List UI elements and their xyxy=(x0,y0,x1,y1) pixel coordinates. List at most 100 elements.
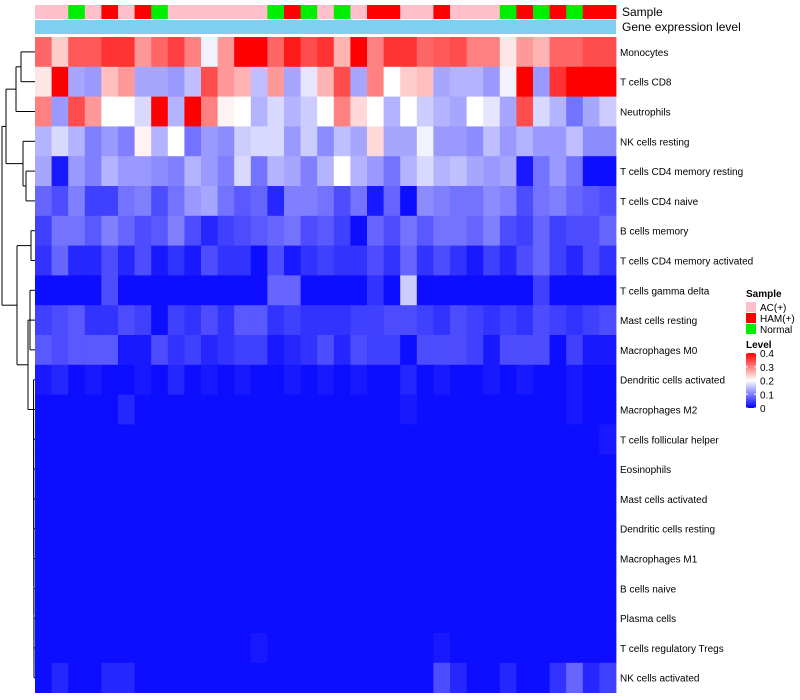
heatmap-cell xyxy=(184,216,201,246)
heatmap-cell xyxy=(566,186,583,216)
level-tick-label: 0.3 xyxy=(760,363,774,374)
heatmap-cell xyxy=(35,246,52,276)
heatmap-cell xyxy=(218,186,235,216)
heatmap-cell xyxy=(85,484,102,514)
heatmap-cell xyxy=(168,126,185,156)
heatmap-cell xyxy=(184,395,201,425)
heatmap-cell xyxy=(184,97,201,127)
heatmap-cell xyxy=(68,216,85,246)
row-label: B cells memory xyxy=(620,227,688,238)
heatmap-cell xyxy=(35,97,52,127)
heatmap-cell xyxy=(251,365,268,395)
heatmap-cell xyxy=(101,424,118,454)
row-labels: MonocytesT cells CD8NeutrophilsNK cells … xyxy=(620,48,753,685)
heatmap-cell xyxy=(433,424,450,454)
heatmap-cell xyxy=(367,454,384,484)
heatmap-cell xyxy=(52,633,69,663)
heatmap-cell xyxy=(450,186,467,216)
heatmap-cell xyxy=(566,395,583,425)
heatmap-cell xyxy=(251,97,268,127)
heatmap-cell xyxy=(68,573,85,603)
heatmap-cell xyxy=(301,186,318,216)
row-label: T cells CD4 memory resting xyxy=(620,167,743,178)
heatmap-cell xyxy=(550,126,567,156)
heatmap-cell xyxy=(201,216,218,246)
heatmap-cell xyxy=(566,603,583,633)
heatmap-cell xyxy=(201,186,218,216)
heatmap-cell xyxy=(301,395,318,425)
heatmap-cell xyxy=(384,126,401,156)
heatmap-cell xyxy=(583,67,600,97)
level-tick-label: 0.2 xyxy=(760,377,774,388)
heatmap-cell xyxy=(85,335,102,365)
heatmap-cell xyxy=(500,365,517,395)
heatmap-cell xyxy=(218,67,235,97)
heatmap-cell xyxy=(218,544,235,574)
heatmap-cell xyxy=(350,633,367,663)
heatmap-cell xyxy=(301,365,318,395)
heatmap-cell xyxy=(550,633,567,663)
heatmap-cell xyxy=(417,67,434,97)
heatmap-cell xyxy=(218,484,235,514)
heatmap-cell xyxy=(151,484,168,514)
heatmap-cell xyxy=(284,156,301,186)
heatmap-cell xyxy=(52,484,69,514)
heatmap-cell xyxy=(599,395,616,425)
heatmap-cell xyxy=(251,186,268,216)
heatmap-cell xyxy=(68,365,85,395)
heatmap-cell xyxy=(533,544,550,574)
heatmap-cell xyxy=(483,544,500,574)
sample-annotation-cell xyxy=(168,5,185,19)
heatmap-cell xyxy=(483,633,500,663)
heatmap-cell xyxy=(284,603,301,633)
heatmap-cell xyxy=(201,544,218,574)
heatmap-cell xyxy=(101,335,118,365)
heatmap-cell xyxy=(168,216,185,246)
heatmap-cell xyxy=(68,275,85,305)
heatmap-cell xyxy=(267,305,284,335)
heatmap-cell xyxy=(483,395,500,425)
heatmap-cell xyxy=(533,365,550,395)
heatmap-cell xyxy=(599,216,616,246)
heatmap-cell xyxy=(267,395,284,425)
heatmap-cell xyxy=(583,454,600,484)
heatmap-cell xyxy=(467,126,484,156)
heatmap-cell xyxy=(334,454,351,484)
heatmap-cell xyxy=(350,305,367,335)
heatmap-cell xyxy=(201,156,218,186)
heatmap-cell xyxy=(599,97,616,127)
heatmap-cell xyxy=(267,663,284,693)
heatmap-cell xyxy=(101,246,118,276)
heatmap-cell xyxy=(317,484,334,514)
heatmap-cell xyxy=(550,305,567,335)
heatmap-cell xyxy=(516,633,533,663)
heatmap-cell xyxy=(500,335,517,365)
heatmap-cell xyxy=(550,454,567,484)
column-annotations: Sample Gene expression level xyxy=(35,5,741,34)
heatmap-cell xyxy=(52,156,69,186)
heatmap-cell xyxy=(168,186,185,216)
heatmap-cell xyxy=(317,424,334,454)
heatmap-cell xyxy=(168,365,185,395)
heatmap-cell xyxy=(350,67,367,97)
heatmap-cell xyxy=(52,603,69,633)
heatmap-cell xyxy=(151,275,168,305)
heatmap-cell xyxy=(301,216,318,246)
sample-annotation-cell xyxy=(184,5,201,19)
heatmap-cell xyxy=(35,514,52,544)
heatmap-cell xyxy=(533,67,550,97)
heatmap-cell xyxy=(68,633,85,663)
heatmap-cell xyxy=(550,573,567,603)
heatmap-cell xyxy=(334,544,351,574)
heatmap-cell xyxy=(533,514,550,544)
heatmap-cell xyxy=(433,186,450,216)
heatmap-cell xyxy=(583,544,600,574)
heatmap-cell xyxy=(533,37,550,67)
heatmap-cell xyxy=(433,395,450,425)
heatmap-cell xyxy=(450,454,467,484)
heatmap-cell xyxy=(168,335,185,365)
heatmap-cell xyxy=(301,454,318,484)
heatmap-cell xyxy=(184,514,201,544)
heatmap-cell xyxy=(101,186,118,216)
heatmap-cell xyxy=(467,335,484,365)
